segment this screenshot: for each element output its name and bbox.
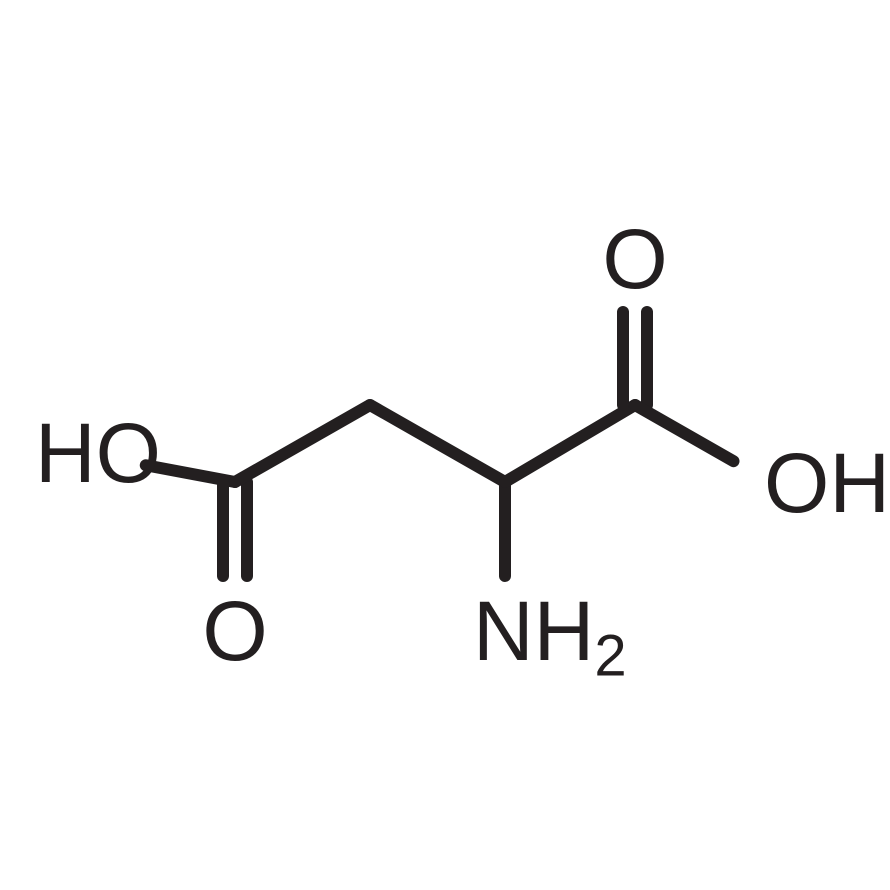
atom-label-O4: OH [764, 436, 890, 530]
atom-label-O2: O [202, 584, 267, 678]
chemical-structure: HOONH2OOH [0, 0, 890, 890]
atom-label-O1: HO [35, 406, 161, 500]
atom-label-O3: O [602, 212, 667, 306]
